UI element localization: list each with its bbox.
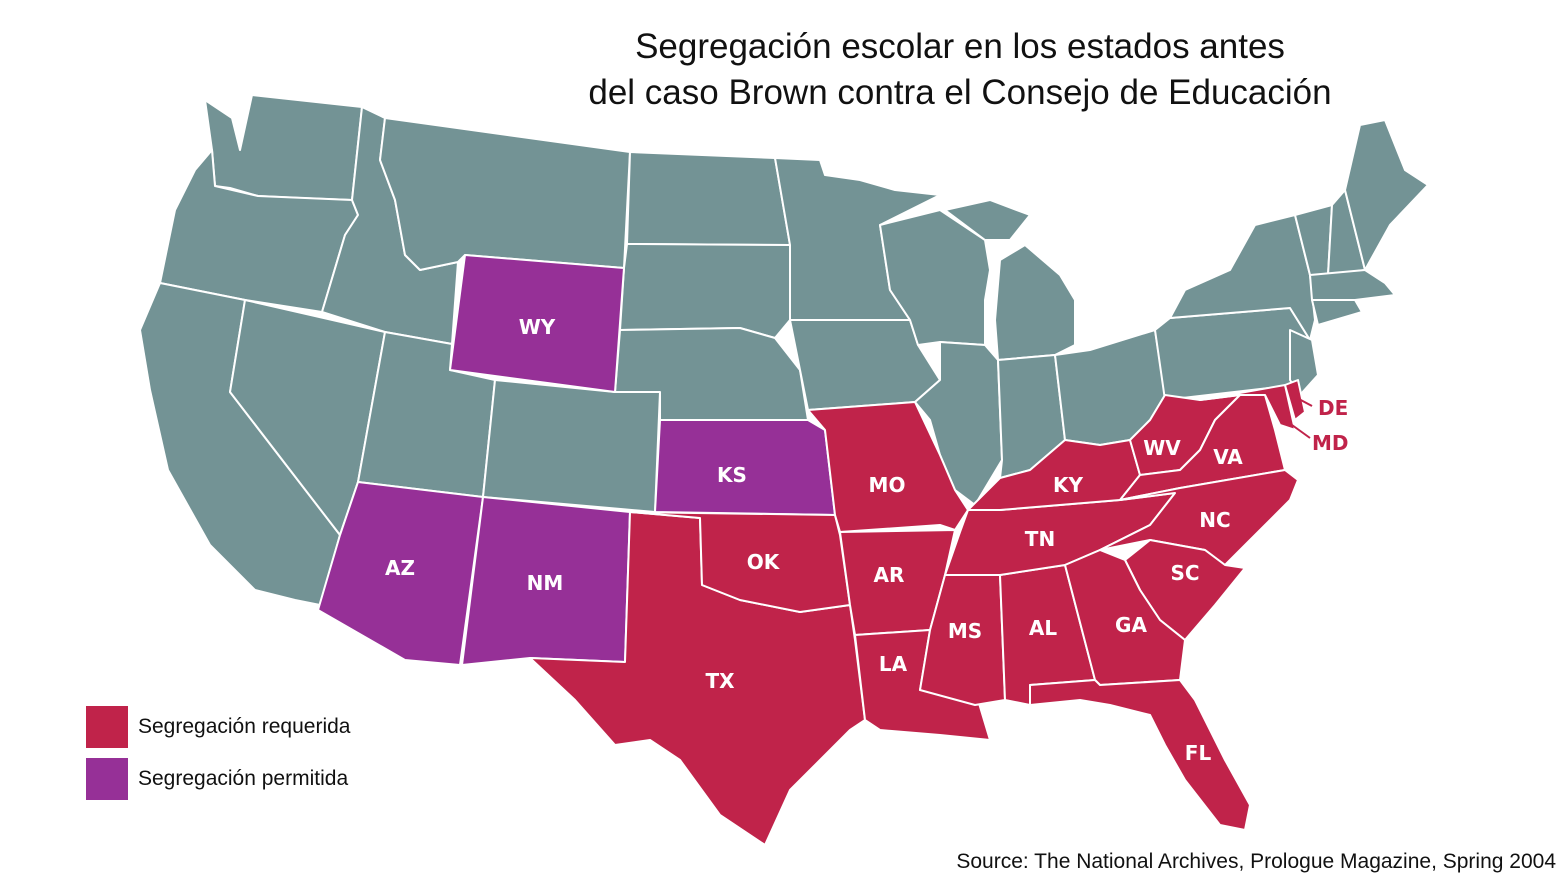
label-ga: GA (1115, 613, 1147, 637)
de-leader-line (1296, 397, 1313, 407)
label-va: VA (1213, 445, 1243, 469)
label-md: MD (1312, 431, 1349, 455)
state-ma (1309, 269, 1396, 301)
state-de (1284, 379, 1306, 421)
label-ms: MS (948, 619, 982, 643)
label-al: AL (1029, 616, 1057, 640)
label-az: AZ (385, 556, 415, 580)
title-line-2: del caso Brown contra el Consejo de Educ… (588, 73, 1332, 112)
legend-item-required: Segregación requerida (86, 706, 350, 748)
label-wy: WY (519, 315, 556, 339)
state-ky (967, 439, 1141, 511)
label-de: DE (1318, 396, 1348, 420)
legend-label-permitted: Segregación permitida (138, 767, 349, 790)
md-leader-line (1291, 424, 1311, 439)
map-title: Segregación escolar en los estados antes… (520, 24, 1400, 116)
state-wa (204, 94, 363, 201)
label-mo: MO (869, 473, 906, 497)
label-nc: NC (1199, 508, 1230, 532)
label-wv: WV (1143, 436, 1181, 460)
state-fl (1029, 679, 1251, 831)
label-fl: FL (1185, 741, 1212, 765)
legend-swatch-required (86, 706, 128, 748)
state-nd (626, 151, 791, 246)
legend-label-required: Segregación requerida (138, 715, 351, 738)
state-wy (449, 254, 625, 393)
label-nm: NM (527, 571, 564, 595)
legend-item-permitted: Segregación permitida (86, 758, 350, 800)
label-sc: SC (1170, 561, 1199, 585)
label-la: LA (879, 652, 908, 676)
label-ks: KS (717, 463, 747, 487)
label-ar: AR (874, 563, 905, 587)
state-mn (774, 157, 941, 321)
state-mt (379, 117, 631, 271)
source-note: Source: The National Archives, Prologue … (956, 850, 1556, 873)
state-ct-ri (1311, 299, 1363, 326)
label-tn: TN (1025, 527, 1055, 551)
state-nj (1289, 329, 1319, 396)
state-me (1344, 119, 1429, 271)
label-tx: TX (705, 669, 735, 693)
state-mi (944, 199, 1076, 361)
legend-swatch-permitted (86, 758, 128, 800)
label-ky: KY (1053, 473, 1083, 497)
state-sd (619, 243, 791, 339)
legend: Segregación requerida Segregación permit… (86, 706, 350, 810)
title-line-1: Segregación escolar en los estados antes (635, 27, 1285, 66)
label-ok: OK (747, 550, 781, 574)
state-co (482, 379, 661, 513)
